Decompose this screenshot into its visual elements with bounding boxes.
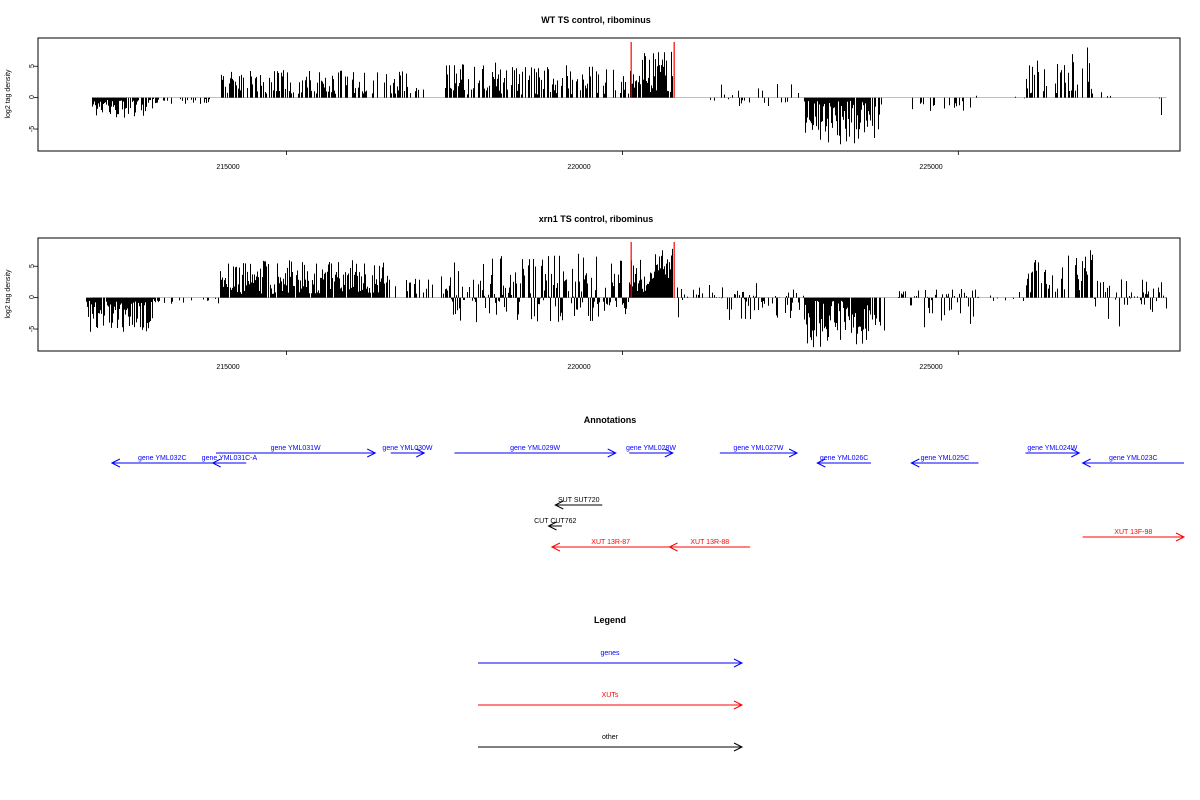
feature-gene-yml023c: gene YML023C — [1081, 455, 1184, 468]
arrowhead-icon — [550, 542, 561, 552]
feature-label: gene YML029W — [510, 445, 560, 452]
feature-gene-yml024w: gene YML024W — [1025, 445, 1081, 458]
x-tick-label: 220000 — [567, 364, 590, 371]
legend-label: genes — [600, 650, 620, 657]
annotations-track: Annotations gene YML032C gene YML031C-Age… — [110, 415, 1186, 552]
legend-label: other — [602, 734, 619, 741]
feature-label: XUT 13F-98 — [1114, 529, 1152, 536]
arrowhead-icon — [816, 458, 826, 468]
arrowhead-icon — [733, 658, 744, 668]
xrn1-density-panel: xrn1 TS control, ribominus log2 tag dens… — [5, 214, 1181, 371]
arrowhead-icon — [733, 742, 744, 752]
plot-frame — [37, 237, 1181, 352]
x-tick-label: 225000 — [919, 364, 942, 371]
annotations-title: Annotations — [584, 415, 637, 425]
arrowhead-icon — [211, 458, 221, 468]
x-tick-label: 225000 — [919, 164, 942, 171]
feature-label: XUT 13R-87 — [591, 539, 630, 546]
arrowhead-icon — [910, 458, 920, 468]
feature-gene-yml030w: gene YML030W — [382, 445, 433, 458]
feature-label: XUT 13R-88 — [690, 539, 729, 546]
feature-xut-13f-98: XUT 13F-98 — [1082, 529, 1186, 542]
arrowhead-icon — [607, 448, 617, 458]
feature-gene-yml026c: gene YML026C — [816, 455, 871, 468]
feature-label: gene YML026C — [820, 455, 869, 462]
feature-label: CUT CUT762 — [534, 518, 576, 525]
plot-frame — [37, 37, 1181, 152]
legend-title: Legend — [594, 615, 626, 625]
density-bars — [34, 42, 1167, 155]
feature-arrows: gene YML032C gene YML031C-A gene YML031W ge… — [110, 445, 1186, 552]
arrowhead-icon — [1081, 458, 1091, 468]
feature-xut-13r-88: XUT 13R-88 — [668, 539, 751, 552]
arrowhead-icon — [416, 448, 426, 458]
y-axis-label: log2 tag density — [5, 69, 12, 119]
feature-gene-yml031w: gene YML031W — [216, 445, 377, 458]
feature-gene-yml028w: gene YML028W — [626, 445, 676, 458]
feature-sut-sut720: SUT SUT720 — [554, 497, 603, 510]
feature-label: gene YML023C — [1109, 455, 1158, 462]
feature-gene-yml032c: gene YML032C — [110, 455, 213, 468]
feature-label: gene YML025C — [921, 455, 970, 462]
legend: Legend genes XUTs other — [478, 615, 744, 752]
arrowhead-icon — [1175, 532, 1186, 542]
arrowhead-icon — [110, 458, 121, 468]
wt-density-panel: WT TS control, ribominus log2 tag densit… — [5, 15, 1181, 171]
feature-label: gene YML028W — [626, 445, 676, 452]
density-bars — [34, 242, 1167, 355]
legend-item-xuts: XUTs — [478, 692, 744, 710]
chart-title: xrn1 TS control, ribominus — [539, 214, 654, 224]
x-tick-label: 215000 — [216, 164, 239, 171]
arrowhead-icon — [547, 521, 557, 531]
arrowhead-icon — [367, 448, 377, 458]
feature-gene-yml027w: gene YML027W — [719, 445, 799, 458]
feature-gene-yml031c-a: gene YML031C-A — [202, 455, 258, 468]
feature-label: gene YML032C — [138, 455, 187, 462]
x-tick-label: 215000 — [216, 364, 239, 371]
arrowhead-icon — [788, 448, 799, 458]
y-axis-label: log2 tag density — [5, 269, 12, 319]
y-tick-label: -5 — [29, 326, 36, 332]
feature-xut-13r-87: XUT 13R-87 — [550, 539, 670, 552]
arrowhead-icon — [554, 500, 564, 510]
feature-label: gene YML031C-A — [202, 455, 258, 462]
y-tick-label: 0 — [29, 295, 36, 299]
feature-label: gene YML030W — [382, 445, 432, 452]
arrowhead-icon — [664, 448, 674, 458]
arrowhead-icon — [668, 542, 678, 552]
feature-gene-yml025c: gene YML025C — [910, 455, 979, 468]
x-tick-label: 220000 — [567, 164, 590, 171]
feature-gene-yml029w: gene YML029W — [454, 445, 617, 458]
feature-label: gene YML031W — [271, 445, 321, 452]
feature-cut-cut762: CUT CUT762 — [534, 518, 576, 531]
y-tick-label: -5 — [29, 126, 36, 132]
arrowhead-icon — [733, 700, 744, 710]
feature-label: gene YML024W — [1027, 445, 1077, 452]
legend-label: XUTs — [602, 692, 619, 699]
feature-label: SUT SUT720 — [558, 497, 600, 504]
legend-item-genes: genes — [478, 650, 744, 668]
y-tick-label: 5 — [29, 264, 36, 268]
legend-item-other: other — [478, 734, 744, 752]
feature-label: gene YML027W — [733, 445, 783, 452]
y-tick-label: 0 — [29, 95, 36, 99]
y-tick-label: 5 — [29, 64, 36, 68]
chart-title: WT TS control, ribominus — [541, 15, 651, 25]
arrowhead-icon — [1071, 448, 1081, 458]
